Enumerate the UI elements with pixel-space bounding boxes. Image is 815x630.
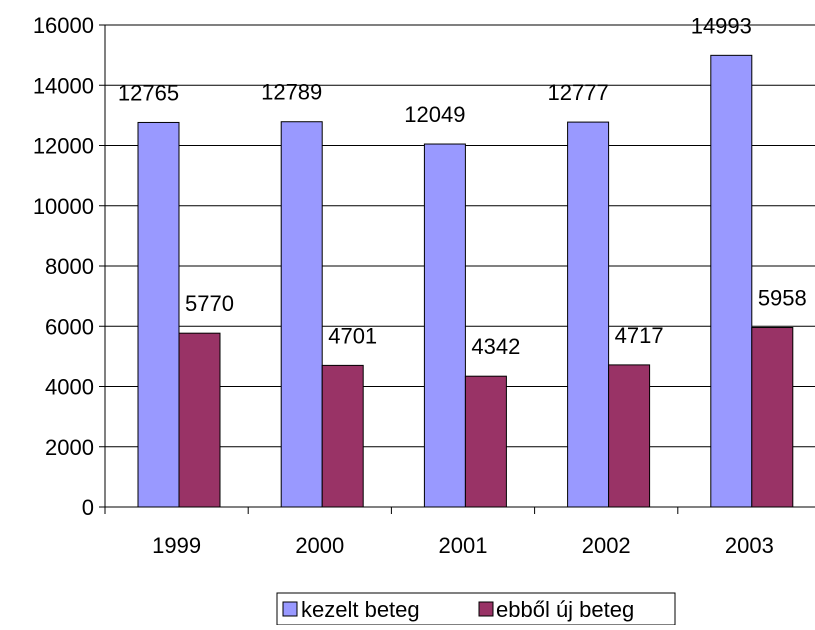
legend-swatch <box>282 601 298 617</box>
data-label: 4701 <box>328 323 377 348</box>
y-tick-label: 12000 <box>33 134 94 159</box>
x-tick-label: 2002 <box>582 533 631 558</box>
legend-label: ebből új beteg <box>496 597 634 622</box>
data-label: 5958 <box>758 286 807 311</box>
bar-kezelt-beteg-2000 <box>280 121 323 508</box>
y-tick-label: 6000 <box>45 314 94 339</box>
data-label: 12049 <box>404 102 465 127</box>
data-label: 12777 <box>548 80 609 105</box>
data-label: 12789 <box>261 80 322 105</box>
data-label: 14993 <box>691 13 752 38</box>
bars <box>137 54 794 508</box>
data-label: 4717 <box>615 323 664 348</box>
data-label: 4342 <box>471 334 520 359</box>
bar-kezelt-beteg-2002 <box>567 121 610 508</box>
legend-swatch <box>478 601 494 617</box>
legend-label: kezelt beteg <box>301 597 420 622</box>
x-tick-label: 2000 <box>295 533 344 558</box>
bar-kezelt-beteg-1999 <box>137 121 180 508</box>
data-label: 5770 <box>185 291 234 316</box>
y-tick-label: 4000 <box>45 375 94 400</box>
bar-uj-beteg-2003 <box>751 327 794 508</box>
data-labels: 12765 12789 12049 12777 14993 5770 4701 4342 471… <box>118 13 807 359</box>
bar-uj-beteg-2001 <box>464 375 507 508</box>
data-label: 12765 <box>118 80 179 105</box>
y-tick-label: 14000 <box>33 73 94 98</box>
bar-kezelt-beteg-2003 <box>710 54 753 508</box>
x-tick-label: 2003 <box>725 533 774 558</box>
axes: 0 2000 4000 6000 8000 10000 12000 14000 16000 199… <box>33 13 815 558</box>
bar-uj-beteg-2002 <box>608 364 651 508</box>
bar-kezelt-beteg-2001 <box>423 143 466 508</box>
x-tick-label: 1999 <box>152 533 201 558</box>
legend: kezelt beteg ebből új beteg <box>276 592 676 626</box>
y-tick-label: 16000 <box>33 13 94 38</box>
bar-uj-beteg-1999 <box>178 332 221 508</box>
y-tick-label: 0 <box>82 495 94 520</box>
y-tick-label: 10000 <box>33 194 94 219</box>
x-tick-label: 2001 <box>439 533 488 558</box>
y-tick-label: 8000 <box>45 254 94 279</box>
y-tick-label: 2000 <box>45 435 94 460</box>
bar-uj-beteg-2000 <box>321 364 364 508</box>
